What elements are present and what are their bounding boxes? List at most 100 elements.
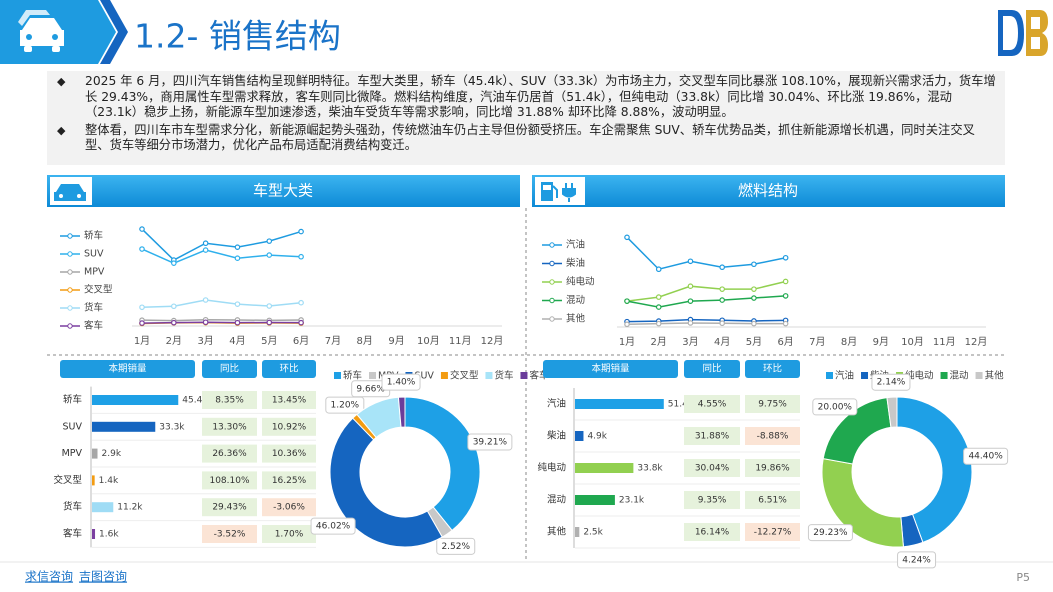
bar-value-label: 23.1k bbox=[619, 496, 645, 506]
point bbox=[202, 297, 209, 303]
point bbox=[266, 238, 273, 244]
point bbox=[298, 228, 304, 235]
x-tick-label: 3月 bbox=[197, 335, 213, 347]
cell bbox=[202, 525, 257, 543]
point bbox=[782, 293, 789, 299]
pie-label: 46.02% bbox=[316, 522, 351, 532]
series-line bbox=[626, 318, 786, 323]
x-tick-label: 3月 bbox=[682, 336, 698, 348]
x-tick-label: 1月 bbox=[134, 335, 150, 347]
legend-marker bbox=[67, 323, 73, 329]
cell bbox=[262, 525, 316, 543]
legend-label: 汽油 bbox=[566, 239, 585, 251]
series-line bbox=[626, 280, 786, 302]
summary-text: 整体看，四川车市车型需求分化，新能源崛起势头强劲，传统燃油车仍占主导但份额受挤压… bbox=[85, 122, 975, 153]
cell-text: 16.14% bbox=[695, 528, 730, 538]
legend-label: 柴油 bbox=[566, 257, 585, 269]
label-box bbox=[381, 373, 421, 391]
cell-text: 8.35% bbox=[215, 396, 244, 406]
cell-text: 10.92% bbox=[272, 422, 307, 432]
point bbox=[751, 261, 757, 268]
legend-marker bbox=[67, 305, 73, 311]
cell-text: 31.88% bbox=[695, 432, 730, 442]
pie-slice bbox=[886, 396, 898, 428]
cell-text: 10.36% bbox=[272, 449, 307, 459]
point bbox=[171, 303, 177, 310]
bar-value-label: 1.4k bbox=[99, 476, 119, 486]
point bbox=[234, 319, 241, 326]
point bbox=[139, 246, 145, 252]
legend-swatch bbox=[485, 372, 493, 379]
point bbox=[139, 226, 145, 232]
point bbox=[298, 299, 304, 306]
bar-value-label: 33.8k bbox=[637, 464, 663, 474]
point bbox=[234, 301, 241, 307]
pie-label: 1.20% bbox=[331, 401, 360, 411]
bar bbox=[92, 421, 156, 432]
label-box bbox=[871, 373, 911, 391]
table-header-label: 环比 bbox=[763, 363, 782, 375]
point bbox=[719, 320, 725, 327]
label-box bbox=[807, 524, 853, 542]
pie-label: 1.40% bbox=[387, 378, 416, 388]
cell bbox=[745, 427, 800, 445]
legend-label: SUV bbox=[84, 249, 104, 260]
table-header bbox=[262, 360, 316, 378]
row-label: 混动 bbox=[547, 495, 566, 506]
legend-label: 其他 bbox=[566, 313, 586, 325]
x-tick-label: 2月 bbox=[166, 335, 182, 347]
legend-marker bbox=[549, 297, 555, 304]
row-label: 纯电动 bbox=[537, 462, 566, 474]
point bbox=[202, 240, 209, 247]
pie-label: 20.00% bbox=[818, 402, 853, 412]
point bbox=[266, 252, 273, 258]
cell bbox=[202, 391, 257, 409]
x-tick-label: 1月 bbox=[619, 336, 635, 348]
point bbox=[751, 320, 757, 327]
cell-text: -8.88% bbox=[757, 432, 789, 442]
x-tick-label: 7月 bbox=[809, 336, 825, 348]
legend-swatch bbox=[369, 372, 377, 379]
point bbox=[655, 294, 662, 300]
bar bbox=[575, 495, 615, 505]
legend-swatch bbox=[861, 372, 869, 379]
cell bbox=[745, 523, 800, 541]
legend-marker bbox=[67, 233, 73, 239]
legend-label: 交叉型 bbox=[450, 370, 479, 382]
point bbox=[234, 244, 241, 250]
pie-label: 2.52% bbox=[441, 542, 470, 552]
point bbox=[719, 286, 725, 292]
footer-link[interactable]: 求信咨询 bbox=[25, 569, 73, 584]
x-tick-label: 4月 bbox=[714, 336, 730, 348]
cell bbox=[745, 459, 800, 477]
point bbox=[751, 286, 757, 292]
cell-text: 1.70% bbox=[275, 530, 304, 540]
cell-text: 13.45% bbox=[272, 396, 307, 406]
point bbox=[171, 319, 177, 326]
footer-link[interactable]: 吉图咨询 bbox=[79, 569, 127, 584]
pie-slice bbox=[404, 396, 481, 532]
pie-slice bbox=[821, 458, 904, 548]
label-box bbox=[963, 447, 1009, 465]
fuel-icon bbox=[541, 182, 576, 202]
cell-text: -3.06% bbox=[273, 503, 305, 513]
cell-text: 6.51% bbox=[758, 496, 787, 506]
pie-slice bbox=[397, 396, 406, 428]
point bbox=[655, 304, 662, 310]
bar-value-label: 45.4k bbox=[182, 396, 208, 406]
label-box bbox=[467, 433, 513, 451]
label-box bbox=[897, 551, 937, 569]
point bbox=[171, 260, 177, 266]
pie-label: 39.21% bbox=[473, 438, 508, 448]
row-label: 客车 bbox=[63, 528, 82, 540]
cell-text: 9.75% bbox=[758, 400, 787, 410]
x-tick-label: 9月 bbox=[388, 335, 404, 347]
legend-marker bbox=[67, 269, 73, 275]
legend-label: 交叉型 bbox=[84, 284, 113, 296]
bar-value-label: 33.3k bbox=[159, 422, 185, 432]
legend-label: 货车 bbox=[84, 302, 103, 314]
legend-label: MPV bbox=[84, 267, 105, 278]
cell bbox=[262, 444, 316, 463]
cell-text: -3.52% bbox=[214, 530, 246, 540]
x-tick-label: 10月 bbox=[417, 335, 440, 347]
